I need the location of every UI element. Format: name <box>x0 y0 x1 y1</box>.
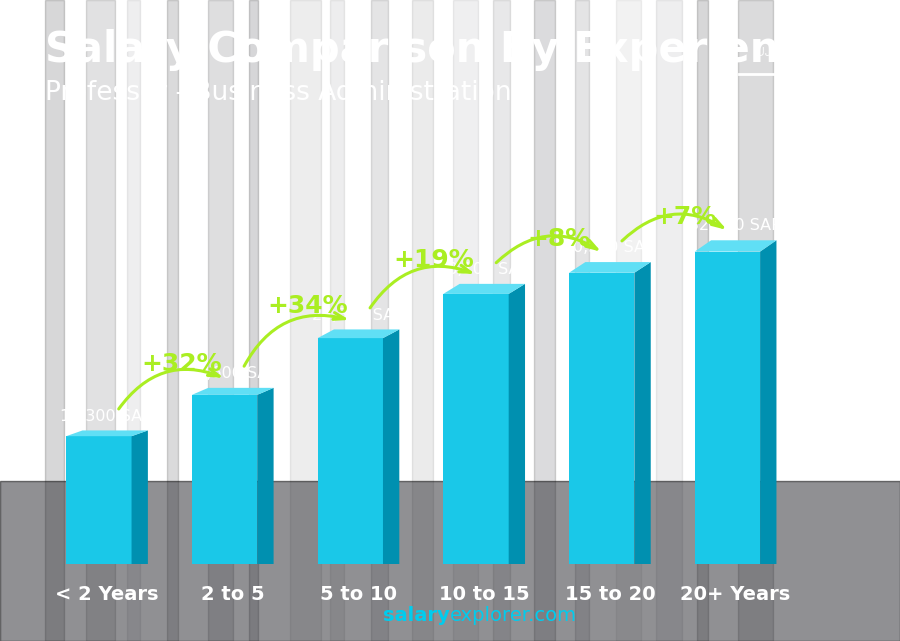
FancyBboxPatch shape <box>45 0 64 641</box>
Polygon shape <box>569 262 651 273</box>
Polygon shape <box>695 240 777 251</box>
Polygon shape <box>508 284 525 564</box>
Text: 28,100 SAR: 28,100 SAR <box>437 262 531 277</box>
Text: Salary Comparison By Experience: Salary Comparison By Experience <box>45 29 832 71</box>
Text: +32%: +32% <box>141 353 222 376</box>
FancyBboxPatch shape <box>127 0 140 641</box>
Polygon shape <box>67 431 148 436</box>
Polygon shape <box>569 273 634 564</box>
Text: 17,600 SAR: 17,600 SAR <box>186 366 280 381</box>
FancyBboxPatch shape <box>208 0 233 641</box>
FancyBboxPatch shape <box>371 0 388 641</box>
Text: Average Monthly Salary: Average Monthly Salary <box>878 292 890 451</box>
FancyBboxPatch shape <box>330 0 345 641</box>
FancyBboxPatch shape <box>86 0 114 641</box>
FancyBboxPatch shape <box>616 0 641 641</box>
Polygon shape <box>383 329 400 564</box>
Text: 5 to 10: 5 to 10 <box>320 585 397 604</box>
Text: +19%: +19% <box>393 249 473 272</box>
Polygon shape <box>67 436 131 564</box>
Polygon shape <box>444 284 525 294</box>
FancyBboxPatch shape <box>535 0 555 641</box>
Text: explorer.com: explorer.com <box>450 606 577 625</box>
Polygon shape <box>192 395 257 564</box>
FancyBboxPatch shape <box>738 0 773 641</box>
Text: 10 to 15: 10 to 15 <box>439 585 529 604</box>
FancyBboxPatch shape <box>167 0 178 641</box>
Text: 23,500 SAR: 23,500 SAR <box>311 308 405 322</box>
Polygon shape <box>318 329 400 338</box>
Polygon shape <box>192 388 274 395</box>
Text: اللہ اکبر: اللہ اکبر <box>755 46 806 56</box>
Text: 15 to 20: 15 to 20 <box>564 585 655 604</box>
Text: 30,300 SAR: 30,300 SAR <box>563 240 656 255</box>
Polygon shape <box>444 294 508 564</box>
Text: +8%: +8% <box>527 227 590 251</box>
FancyBboxPatch shape <box>656 0 682 641</box>
FancyBboxPatch shape <box>575 0 590 641</box>
Text: Professor - Business Administration: Professor - Business Administration <box>45 80 511 106</box>
Polygon shape <box>695 251 760 564</box>
Text: salary: salary <box>383 606 450 625</box>
Polygon shape <box>257 388 274 564</box>
FancyBboxPatch shape <box>248 0 258 641</box>
Polygon shape <box>131 431 148 564</box>
Text: +7%: +7% <box>653 205 716 229</box>
Text: +34%: +34% <box>267 294 348 318</box>
FancyBboxPatch shape <box>412 0 433 641</box>
FancyBboxPatch shape <box>290 0 321 641</box>
Text: 20+ Years: 20+ Years <box>680 585 791 604</box>
Polygon shape <box>634 262 651 564</box>
Polygon shape <box>318 338 383 564</box>
Text: 32,500 SAR: 32,500 SAR <box>689 219 782 233</box>
Text: < 2 Years: < 2 Years <box>55 585 158 604</box>
Text: 2 to 5: 2 to 5 <box>201 585 265 604</box>
FancyBboxPatch shape <box>698 0 708 641</box>
FancyBboxPatch shape <box>493 0 510 641</box>
Text: 13,300 SAR: 13,300 SAR <box>60 408 154 424</box>
FancyBboxPatch shape <box>0 481 900 641</box>
FancyBboxPatch shape <box>453 0 478 641</box>
Polygon shape <box>760 240 777 564</box>
